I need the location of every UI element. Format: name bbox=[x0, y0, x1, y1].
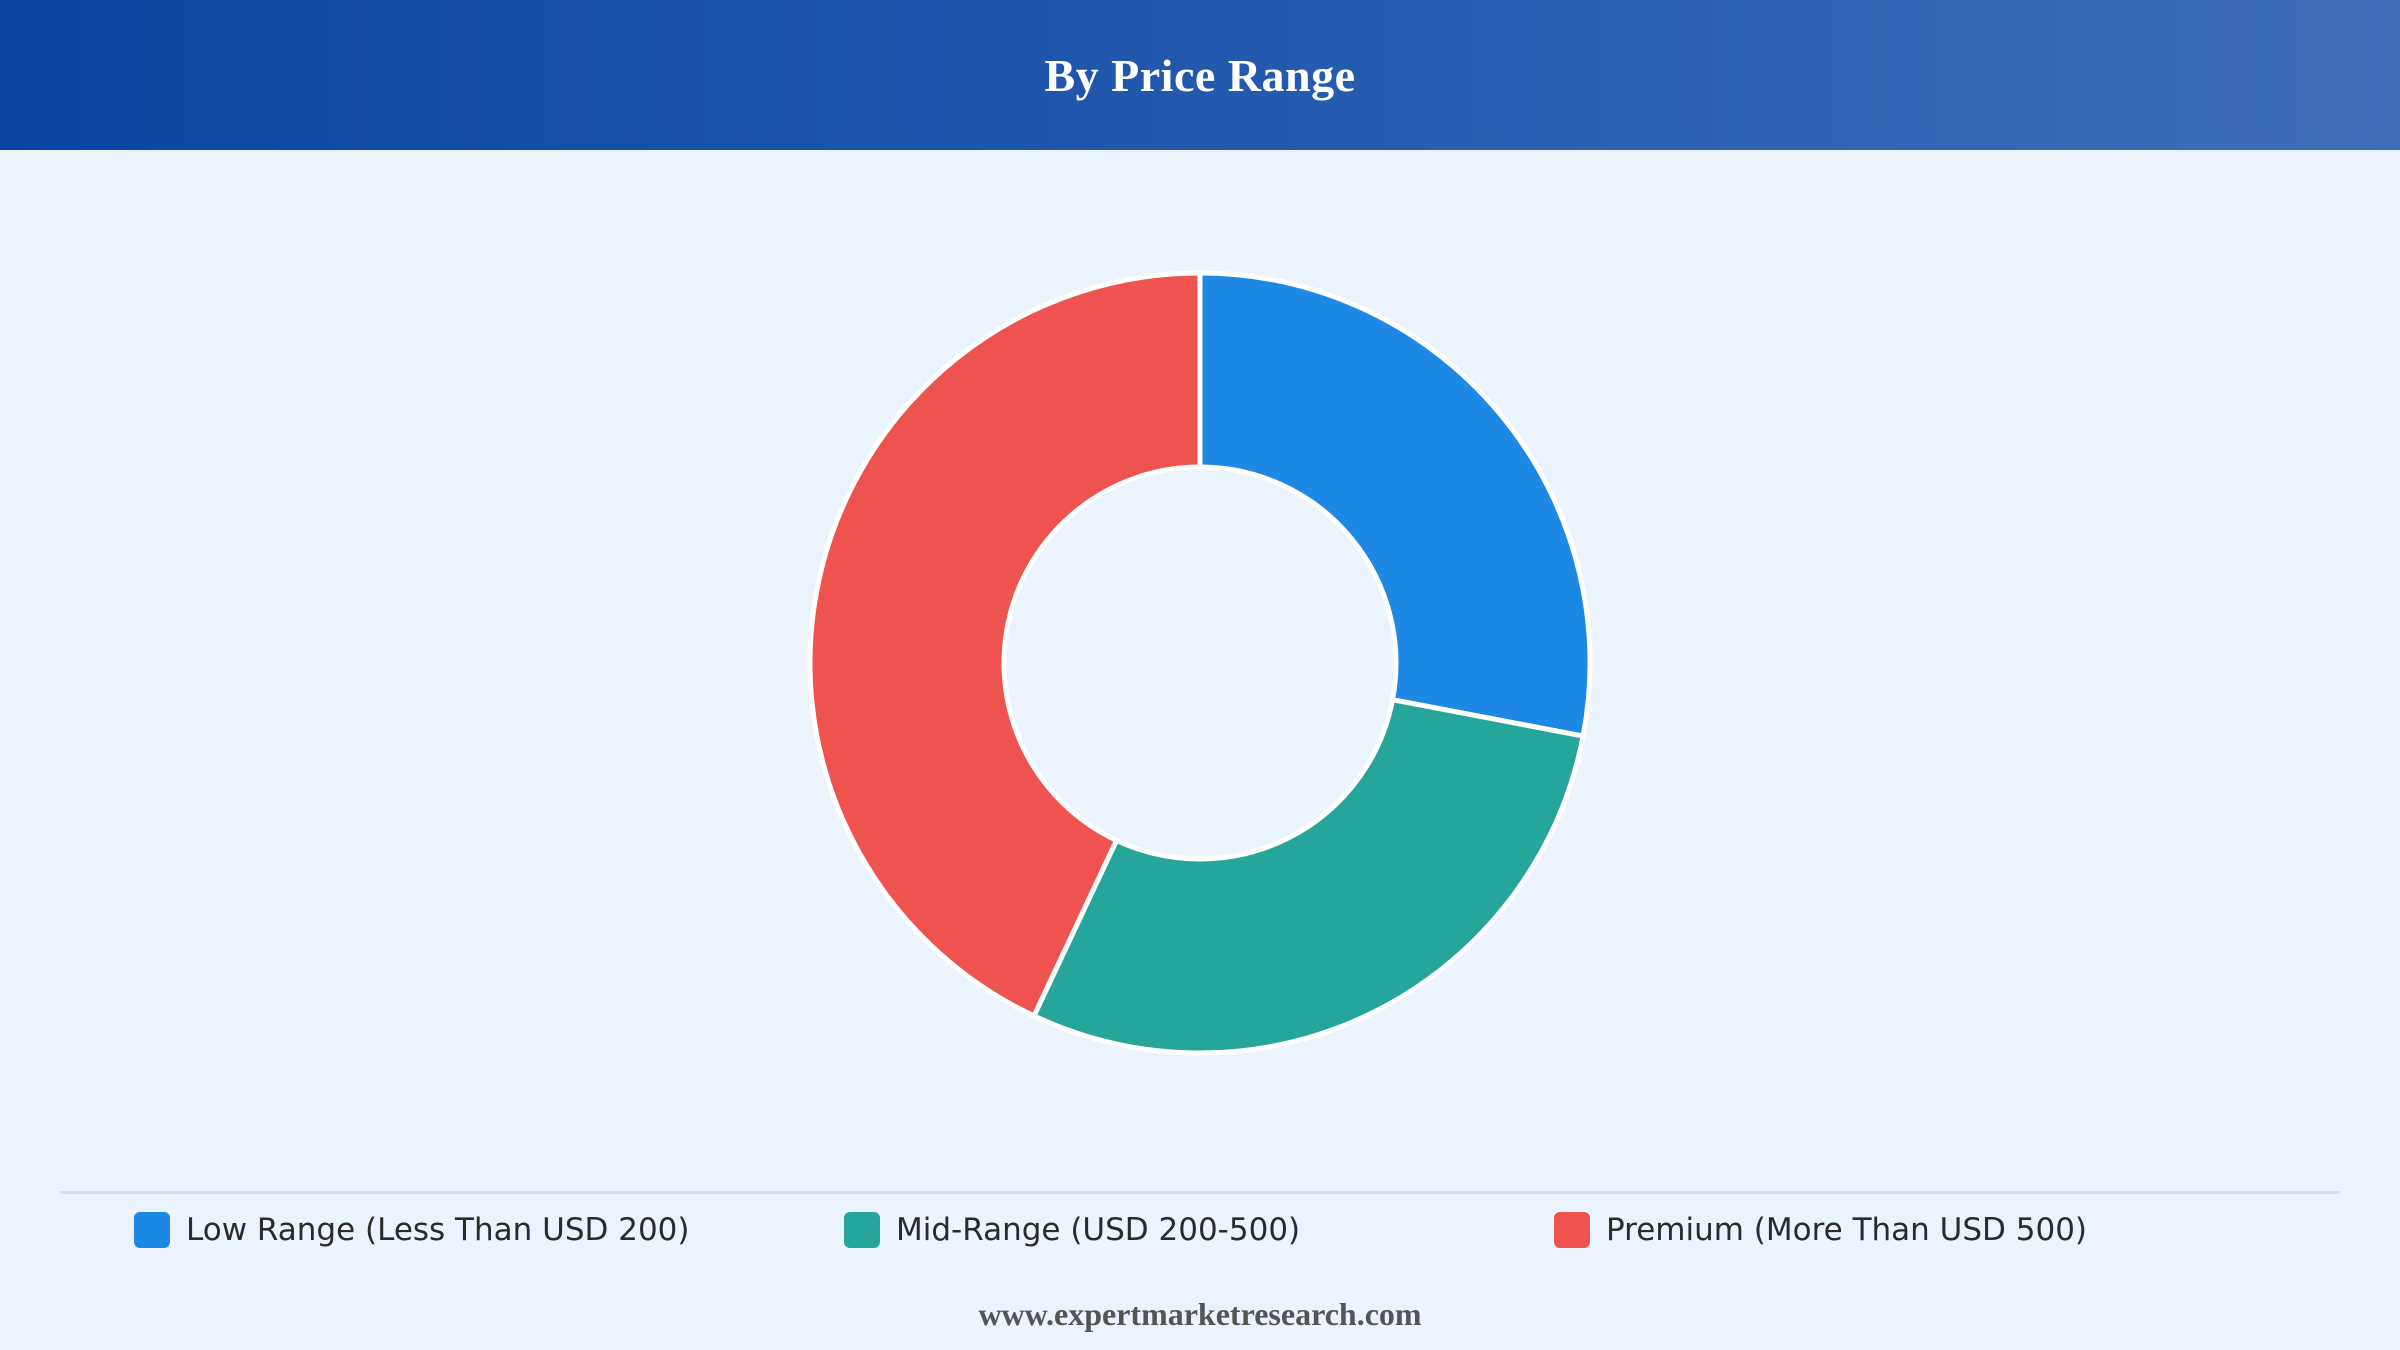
page-title: By Price Range bbox=[1044, 49, 1356, 101]
donut-slices bbox=[807, 270, 1593, 1056]
legend-label-low-range: Low Range (Less Than USD 200) bbox=[186, 1212, 690, 1248]
legend: Low Range (Less Than USD 200) Mid-Range … bbox=[0, 1208, 2400, 1258]
donut-slice-low-range[interactable] bbox=[1197, 270, 1593, 739]
legend-divider bbox=[60, 1191, 2340, 1194]
legend-swatch-low-range bbox=[134, 1212, 170, 1248]
header-bar: By Price Range bbox=[0, 0, 2400, 150]
legend-item-premium[interactable]: Premium (More Than USD 500) bbox=[1554, 1208, 2087, 1252]
footer-url[interactable]: www.expertmarketresearch.com bbox=[978, 1296, 1422, 1332]
legend-item-mid-range[interactable]: Mid-Range (USD 200-500) bbox=[844, 1208, 1300, 1252]
donut-slice-premium[interactable] bbox=[807, 270, 1203, 1019]
legend-swatch-mid-range bbox=[844, 1212, 880, 1248]
legend-item-low-range[interactable]: Low Range (Less Than USD 200) bbox=[134, 1208, 690, 1252]
legend-label-premium: Premium (More Than USD 500) bbox=[1606, 1212, 2088, 1248]
chart-area bbox=[0, 150, 2400, 1190]
legend-label-mid-range: Mid-Range (USD 200-500) bbox=[896, 1212, 1301, 1248]
legend-swatch-premium bbox=[1554, 1212, 1590, 1248]
donut-chart bbox=[807, 270, 1593, 1056]
donut-slice-mid-range[interactable] bbox=[1031, 697, 1586, 1056]
